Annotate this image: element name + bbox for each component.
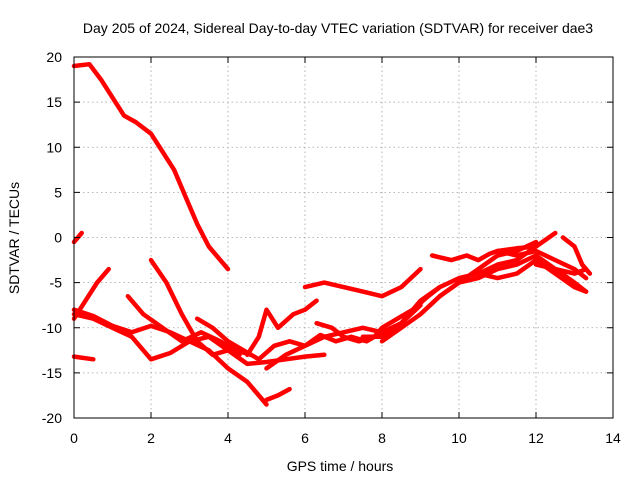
x-tick-label: 14: [605, 430, 621, 446]
series-track-17: [429, 244, 539, 263]
data-series-group: [71, 61, 593, 407]
x-tick-label: 10: [451, 430, 467, 446]
series-track-19: [476, 257, 589, 294]
x-tick-label: 6: [301, 430, 309, 446]
x-tick-label: 2: [147, 430, 155, 446]
y-tick-label: -15: [42, 365, 62, 381]
series-track-6: [264, 386, 292, 403]
series-track-14: [302, 266, 423, 299]
x-tick-label: 8: [378, 430, 386, 446]
x-tick-label: 4: [224, 430, 232, 446]
chart-title: Day 205 of 2024, Sidereal Day-to-day VTE…: [83, 20, 593, 36]
series-track-1: [71, 61, 231, 272]
series-track-22: [560, 235, 593, 276]
series-track-8: [125, 293, 254, 358]
x-tick-label: 12: [528, 430, 544, 446]
y-tick-label: 20: [46, 49, 62, 65]
y-tick-label: -5: [50, 275, 63, 291]
y-axis-label: SDTVAR / TECUs: [6, 182, 22, 294]
axis-ticks: [73, 56, 614, 419]
series-track-11: [245, 298, 319, 358]
grid: [74, 57, 613, 418]
series-track-9: [148, 257, 242, 358]
x-tick-label: 0: [70, 430, 78, 446]
y-tick-label: -20: [42, 410, 62, 426]
y-tick-label: -10: [42, 320, 62, 336]
plot-frame: [73, 56, 614, 419]
series-track-18: [437, 253, 589, 299]
y-tick-label: 10: [46, 139, 62, 155]
series-track-20: [495, 248, 589, 281]
y-tick-label: 5: [54, 184, 62, 200]
series-track-3: [71, 354, 96, 362]
tick-labels: 0 2 4 6 8 10 12 14 -20 -15 -10 -5 0 5 10 15 20: [42, 49, 621, 446]
y-tick-label: 0: [54, 230, 62, 246]
x-axis-label: GPS time / hours: [287, 458, 394, 474]
series-track-21: [533, 262, 589, 294]
y-tick-label: 15: [46, 94, 62, 110]
